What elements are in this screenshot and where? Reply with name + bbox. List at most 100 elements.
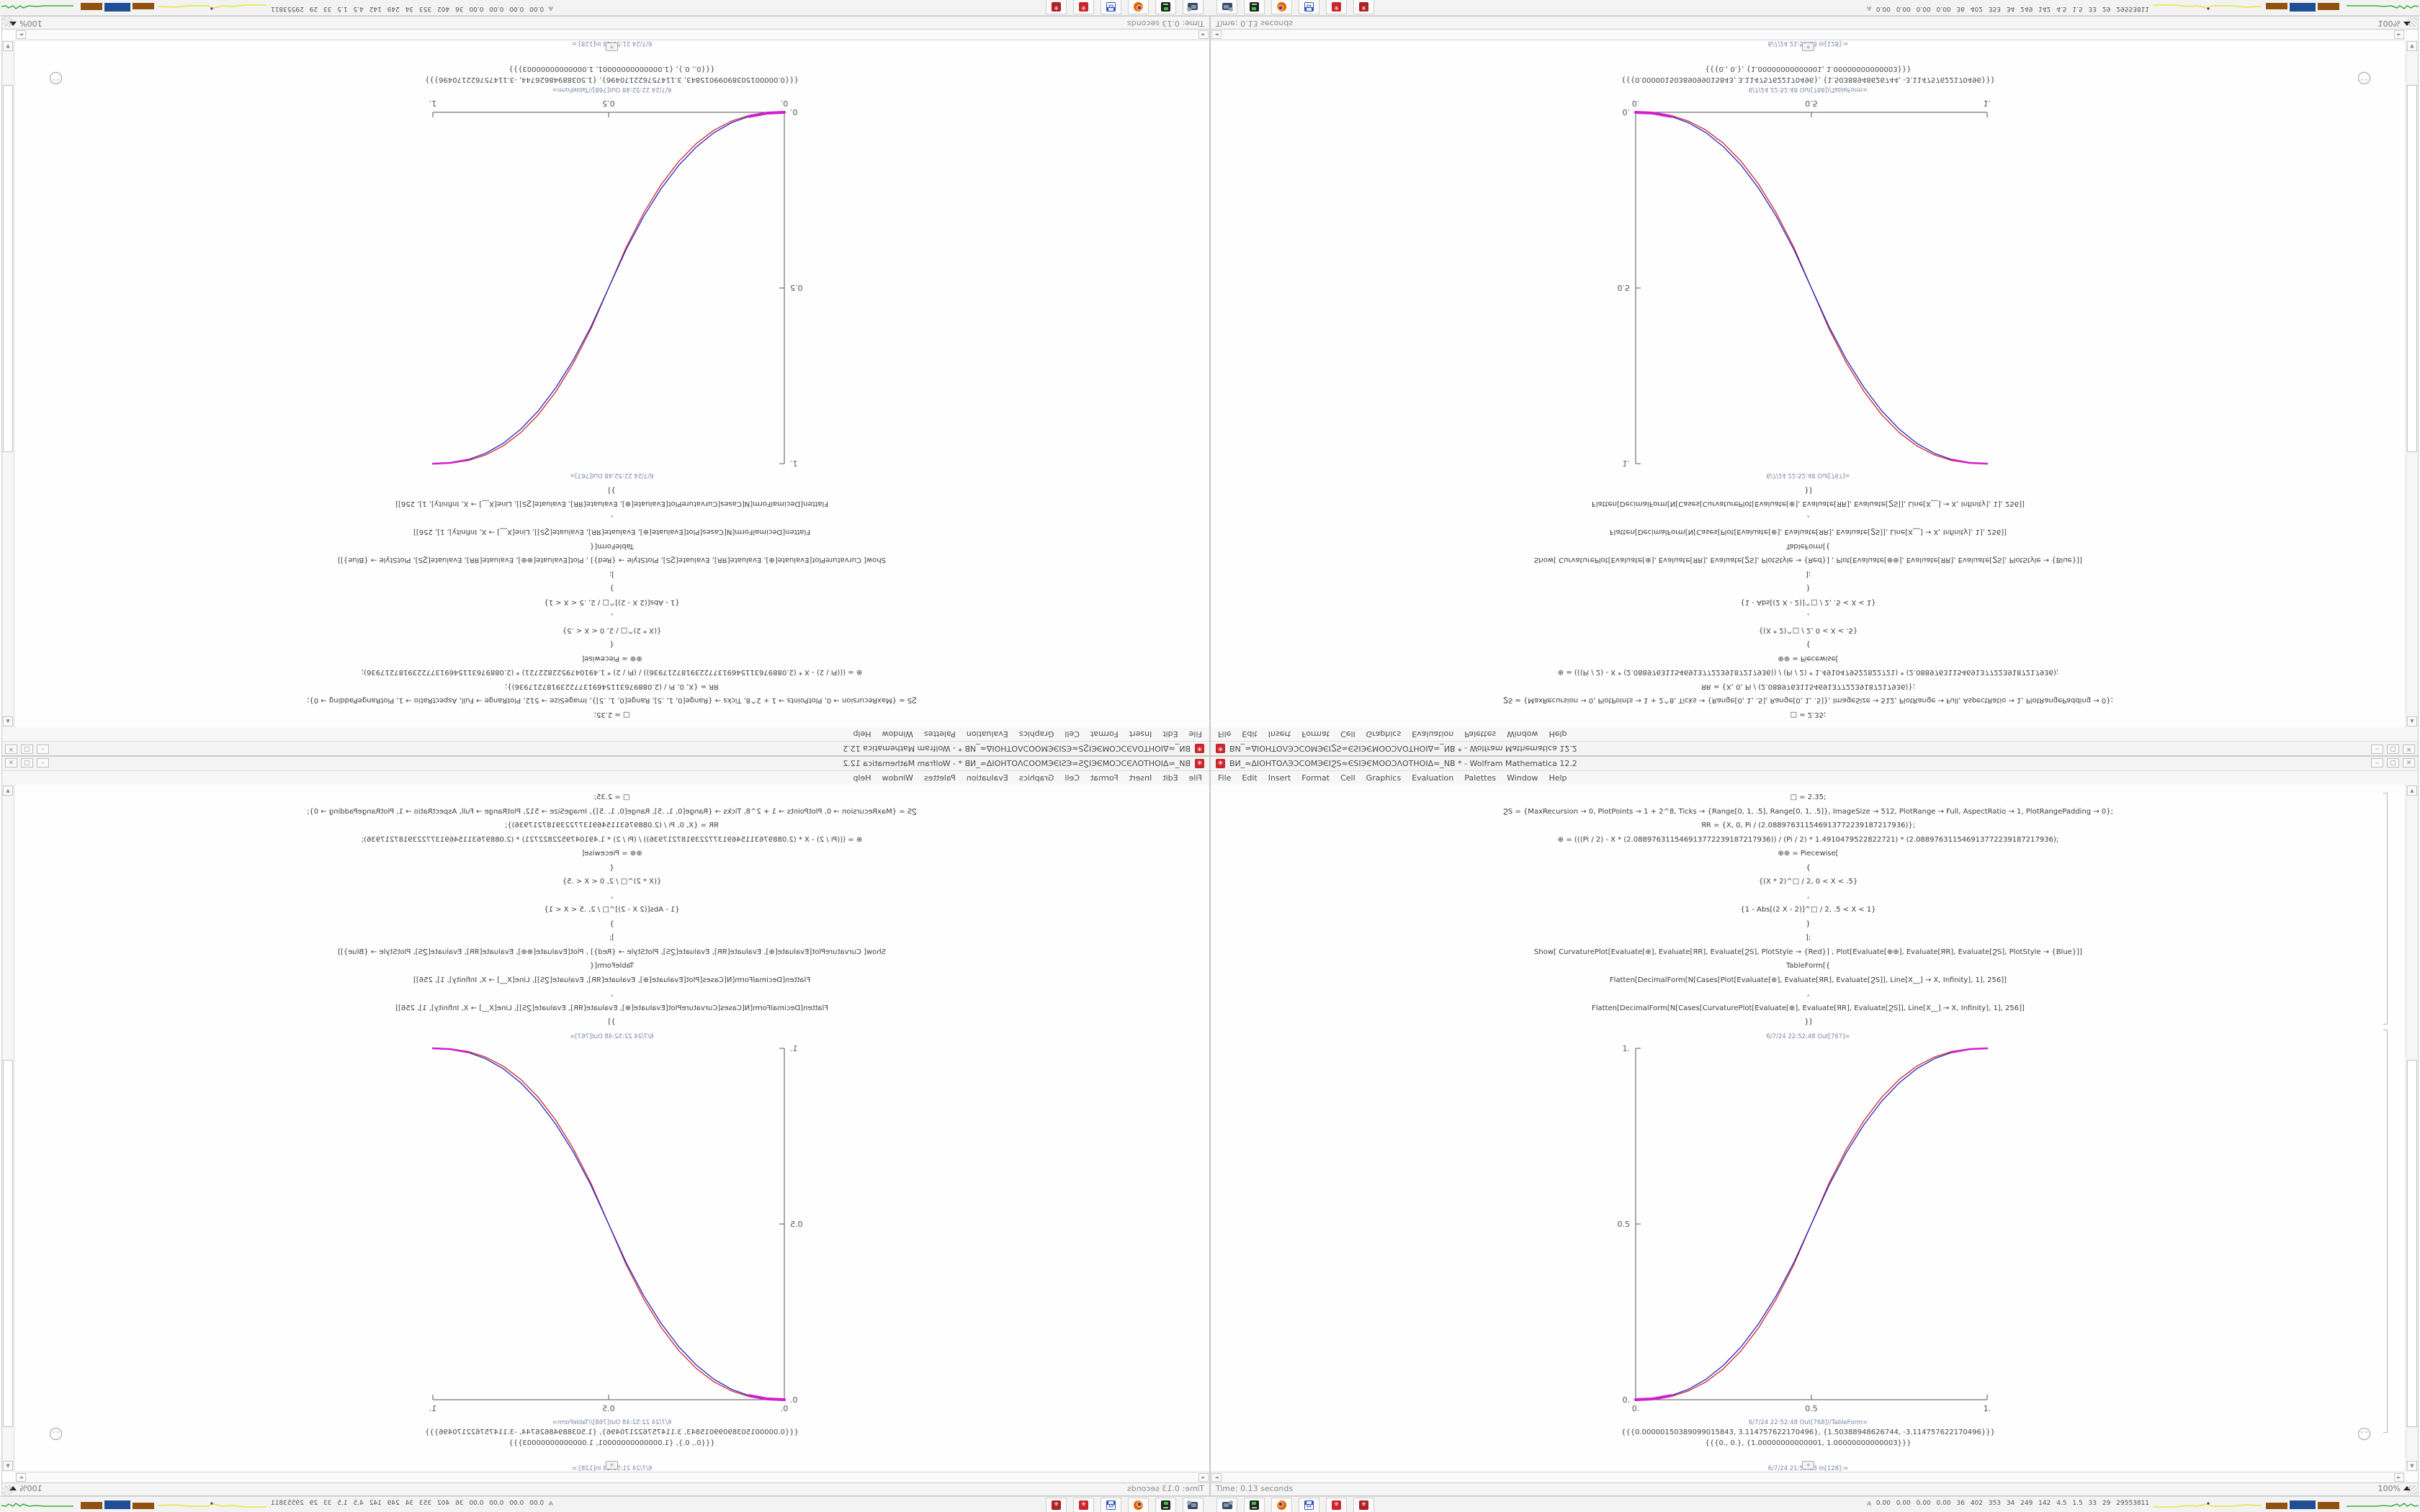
scroll-down-icon[interactable]: ▼ [3,41,13,51]
scroll-to-end-chevron-icon[interactable]: ⌄⌄ [2358,1428,2370,1440]
scroll-to-end-chevron-icon[interactable]: ⌄⌄ [2358,72,2370,84]
close-button[interactable]: ✕ [5,744,17,754]
scroll-right-icon[interactable]: ► [2394,1473,2404,1482]
horizontal-scrollbar[interactable]: ◄ ► [1211,29,2405,40]
minimize-button[interactable]: – [2371,758,2383,768]
scrollbar-thumb[interactable] [2407,85,2417,452]
menu-window[interactable]: Window [1507,729,1538,739]
scroll-left-icon[interactable]: ◄ [1198,1473,1209,1482]
maximize-button[interactable]: ▢ [21,758,33,768]
menu-file[interactable]: File [1218,729,1232,739]
window-resize-grip[interactable] [3,1485,12,1495]
menu-evaluation[interactable]: Evaluation [966,773,1008,783]
menu-help[interactable]: Help [1549,773,1567,783]
taskbar-button-mathematica-1[interactable]: ✳ [1326,0,1347,14]
scrollbar-thumb[interactable] [3,85,13,452]
cell-insert-plus-button[interactable]: + [1802,42,1814,52]
menu-format[interactable]: Format [1301,729,1330,739]
menu-evaluation[interactable]: Evaluation [966,729,1008,739]
menu-palettes[interactable]: Palettes [923,773,956,783]
magnification-control[interactable]: 100% [9,1484,42,1493]
window-resize-grip[interactable] [3,17,12,27]
scrollbar-thumb[interactable] [3,1060,13,1427]
menu-insert[interactable]: Insert [1129,773,1152,783]
maximize-button[interactable]: ▢ [21,744,33,754]
menu-help[interactable]: Help [853,773,871,783]
taskbar-button-floppy64[interactable]: 64 [1299,1498,1319,1512]
close-button[interactable]: ✕ [2403,758,2415,768]
notebook-content[interactable]: □ = 2.35; ϨЅ = {MaxRecursion → 0, PlotPo… [15,40,1209,727]
taskbar-button-mathematica-2[interactable]: ✳ [1353,1498,1374,1512]
taskbar-button-mathematica-1[interactable]: ✳ [1326,1498,1347,1512]
vertical-scrollbar[interactable]: ▲ ▼ [2406,785,2418,1472]
menu-window[interactable]: Window [882,729,913,739]
magnification-control[interactable]: 100% [9,19,42,28]
magnification-arrow-icon[interactable] [2403,1486,2411,1490]
taskbar-button-firefox[interactable] [1128,1498,1149,1512]
input-cell-bracket[interactable] [2383,793,2388,1025]
minimize-button[interactable]: – [37,744,49,754]
scroll-left-icon[interactable]: ◄ [1198,30,1209,39]
scroll-to-end-chevron-icon[interactable]: ⌄⌄ [50,1428,62,1440]
menu-cell[interactable]: Cell [1340,729,1355,739]
menu-cell[interactable]: Cell [1065,773,1080,783]
menu-window[interactable]: Window [882,773,913,783]
output-cell-bracket[interactable] [2383,1030,2388,1433]
vertical-scrollbar[interactable]: ▲ ▼ [2,40,14,727]
scroll-down-icon[interactable]: ▼ [3,1461,13,1471]
menu-cell[interactable]: Cell [1340,773,1355,783]
menu-format[interactable]: Format [1090,773,1119,783]
window-resize-grip[interactable] [2408,17,2417,27]
scroll-to-end-chevron-icon[interactable]: ⌄⌄ [50,72,62,84]
taskbar-button-firefox[interactable] [1128,0,1149,14]
title-bar[interactable]: ✳ ВИ_≈ΔIOHTOΛЭƆCOMЭЄIϨЅ≈ЄЅIЭЄMOOƆΛOTHOIΔ… [1211,741,2418,755]
magnification-control[interactable]: 100% [2378,1484,2411,1493]
taskbar-button-disk-utility[interactable] [1155,1498,1176,1512]
notebook-content[interactable]: □ = 2.35; ϨЅ = {MaxRecursion → 0, PlotPo… [1211,40,2405,727]
taskbar-button-disk-utility[interactable] [1244,1498,1265,1512]
horizontal-scrollbar[interactable]: ◄ ► [1211,1472,2405,1483]
menu-format[interactable]: Format [1090,729,1119,739]
menu-insert[interactable]: Insert [1268,773,1291,783]
title-bar[interactable]: ✳ ВИ_≈ΔIOHTOΛЭƆCOMЭЄIϨЅ≈ЄЅIЭЄMOOƆΛOTHOIΔ… [2,757,1209,771]
menu-edit[interactable]: Edit [1242,773,1258,783]
scroll-left-icon[interactable]: ◄ [1211,30,1222,39]
notebook-content[interactable]: □ = 2.35; ϨЅ = {MaxRecursion → 0, PlotPo… [15,785,1209,1472]
scroll-left-icon[interactable]: ◄ [1211,1473,1222,1482]
menu-file[interactable]: File [1188,773,1202,783]
scroll-up-icon[interactable]: ▲ [2407,716,2417,726]
menu-cell[interactable]: Cell [1065,729,1080,739]
close-button[interactable]: ✕ [5,758,17,768]
scroll-down-icon[interactable]: ▼ [2407,1461,2417,1471]
taskbar-button-screenshot-tool[interactable] [1183,0,1204,14]
menu-palettes[interactable]: Palettes [1464,729,1497,739]
scrollbar-thumb[interactable] [2407,1060,2417,1427]
taskbar-button-floppy64[interactable]: 64 [1101,1498,1121,1512]
taskbar-button-mathematica-2[interactable]: ✳ [1046,0,1067,14]
title-bar[interactable]: ✳ ВИ_≈ΔIOHTOΛЭƆCOMЭЄIϨЅ≈ЄЅIЭЄMOOƆΛOTHOIΔ… [1211,757,2418,771]
maximize-button[interactable]: ▢ [2387,758,2399,768]
taskbar-button-mathematica-2[interactable]: ✳ [1046,1498,1067,1512]
taskbar-button-floppy64[interactable]: 64 [1101,0,1121,14]
taskbar-button-screenshot-tool[interactable] [1183,1498,1204,1512]
scroll-right-icon[interactable]: ► [2394,30,2404,39]
magnification-control[interactable]: 100% [2378,19,2411,28]
scroll-down-icon[interactable]: ▼ [2407,41,2417,51]
menu-graphics[interactable]: Graphics [1018,729,1054,739]
scroll-right-icon[interactable]: ► [16,30,26,39]
minimize-button[interactable]: – [37,758,49,768]
menu-graphics[interactable]: Graphics [1366,729,1402,739]
menu-help[interactable]: Help [1549,729,1567,739]
scroll-right-icon[interactable]: ► [16,1473,26,1482]
taskbar-button-mathematica-2[interactable]: ✳ [1353,0,1374,14]
title-bar[interactable]: ✳ ВИ_≈ΔIOHTOΛЭƆCOMЭЄIϨЅ≈ЄЅIЭЄMOOƆΛOTHOIΔ… [2,741,1209,755]
taskbar-button-firefox[interactable] [1271,1498,1292,1512]
menu-evaluation[interactable]: Evaluation [1412,729,1454,739]
taskbar-button-disk-utility[interactable] [1155,0,1176,14]
minimize-button[interactable]: – [2371,744,2383,754]
menu-palettes[interactable]: Palettes [1464,773,1497,783]
menu-palettes[interactable]: Palettes [923,729,956,739]
notebook-content[interactable]: □ = 2.35; ϨЅ = {MaxRecursion → 0, PlotPo… [1211,785,2405,1472]
cell-insert-plus-button[interactable]: + [606,42,618,52]
taskbar-button-disk-utility[interactable] [1244,0,1265,14]
